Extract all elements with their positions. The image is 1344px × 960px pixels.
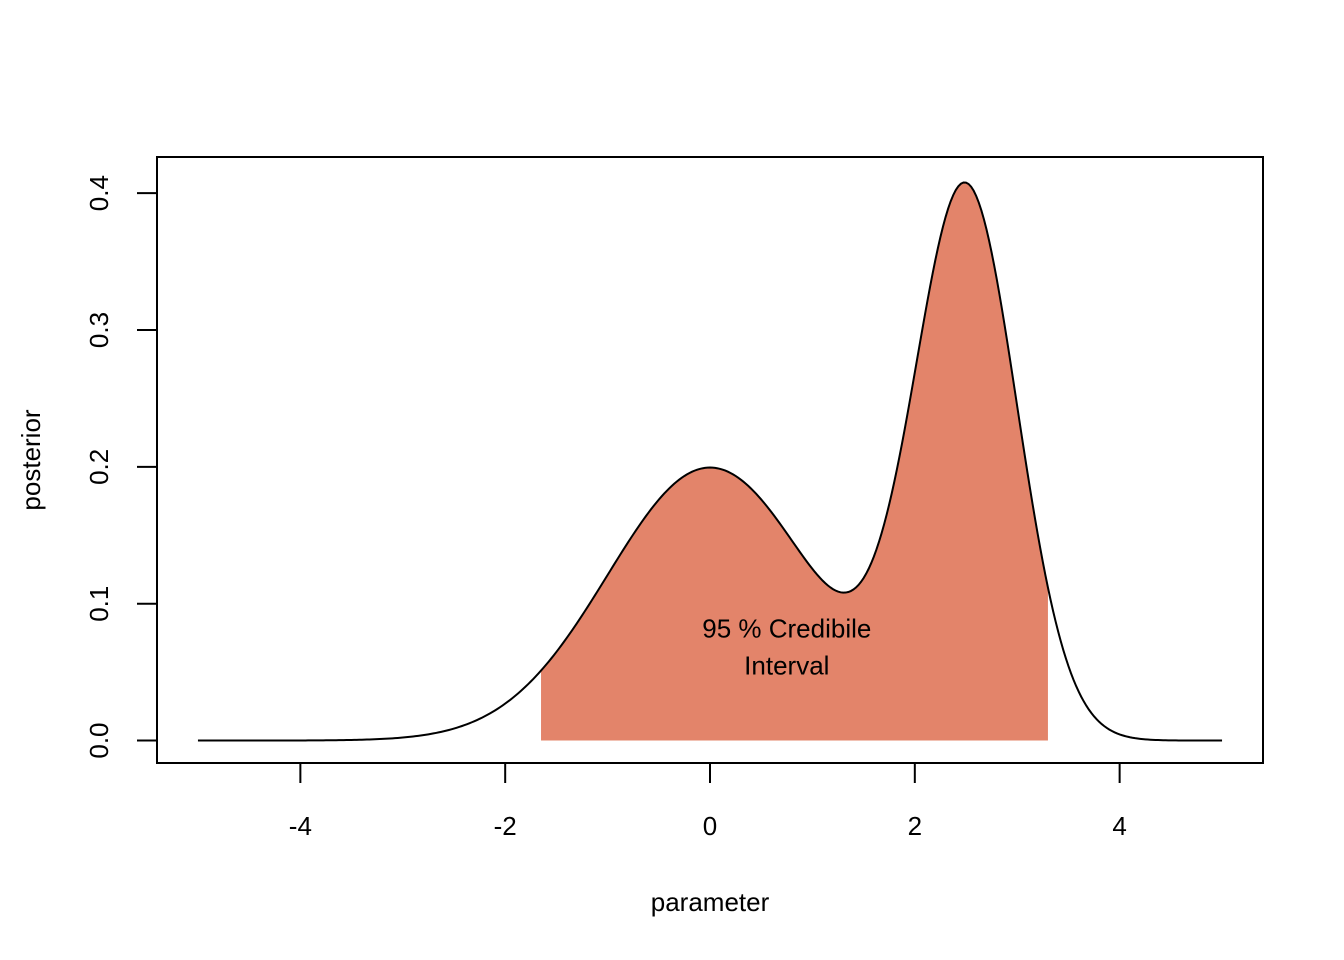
credible-interval-fill	[541, 182, 1048, 741]
y-tick-label: 0.2	[84, 449, 114, 485]
annotation-line-2: Interval	[744, 650, 829, 680]
y-axis-label: posterior	[16, 409, 46, 510]
x-tick-label: -4	[289, 811, 312, 841]
y-tick-label: 0.4	[84, 175, 114, 211]
y-tick-label: 0.1	[84, 586, 114, 622]
x-tick-label: 4	[1112, 811, 1126, 841]
x-tick-label: 2	[908, 811, 922, 841]
posterior-density-line	[197, 181, 1223, 742]
y-tick-label: 0.0	[84, 722, 114, 758]
y-tick-label: 0.3	[84, 312, 114, 348]
plot-area: 95 % Credibile Interval	[197, 181, 1223, 742]
annotation-line-1: 95 % Credibile	[702, 613, 871, 643]
x-tick-label: 0	[703, 811, 717, 841]
x-axis-label: parameter	[651, 887, 770, 917]
y-axis: 0.0 0.1 0.2 0.3 0.4	[84, 175, 158, 759]
x-axis: -4 -2 0 2 4	[289, 762, 1127, 841]
x-tick-label: -2	[494, 811, 517, 841]
